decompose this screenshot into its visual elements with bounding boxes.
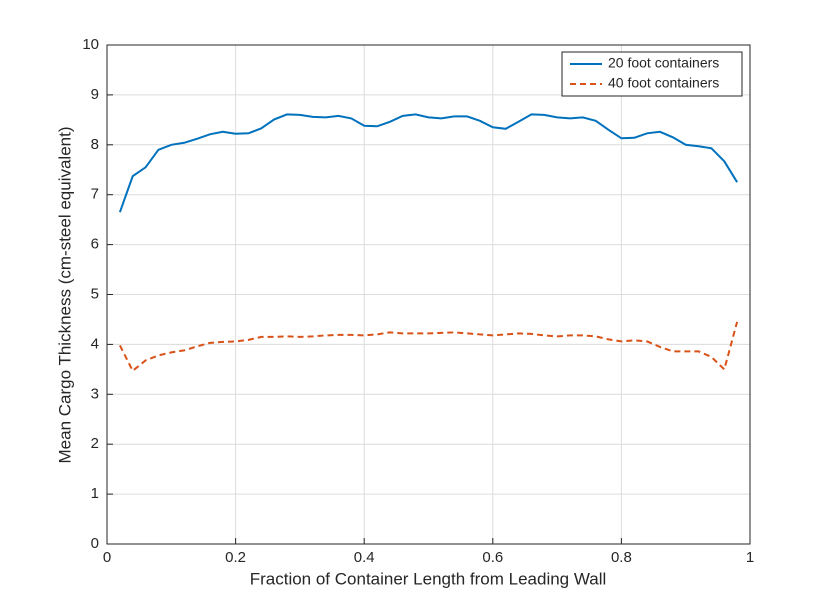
legend-label: 20 foot containers [608, 55, 719, 71]
y-tick-label: 9 [91, 86, 99, 103]
y-tick-label: 3 [91, 385, 99, 402]
x-tick-label: 0 [103, 549, 111, 566]
y-tick-label: 10 [82, 36, 99, 53]
y-tick-label: 5 [91, 285, 99, 302]
data-line [119, 321, 739, 373]
y-tick-label: 4 [91, 335, 99, 352]
x-axis-label: Fraction of Container Length from Leadin… [250, 569, 607, 588]
y-tick-label: 7 [91, 186, 99, 203]
y-tick-label: 2 [91, 435, 99, 452]
y-tick-label: 0 [91, 535, 99, 552]
y-tick-label: 8 [91, 136, 99, 153]
legend: 20 foot containers 40 foot containers [561, 51, 743, 97]
data-line [118, 113, 738, 213]
x-tick-label: 0.6 [482, 549, 503, 566]
legend-box [561, 51, 743, 97]
y-axis-label: Mean Cargo Thickness (cm-steel equivalen… [55, 127, 74, 464]
y-tick-label: 1 [91, 485, 99, 502]
y-tick-label: 6 [91, 236, 99, 253]
x-tick-label: 0.4 [354, 549, 375, 566]
x-tick-label: 1 [746, 549, 754, 566]
legend-label: 40 foot containers [608, 75, 719, 91]
x-tick-label: 0.2 [225, 549, 246, 566]
x-tick-label: 0.8 [611, 549, 632, 566]
plot-frame [106, 44, 751, 545]
